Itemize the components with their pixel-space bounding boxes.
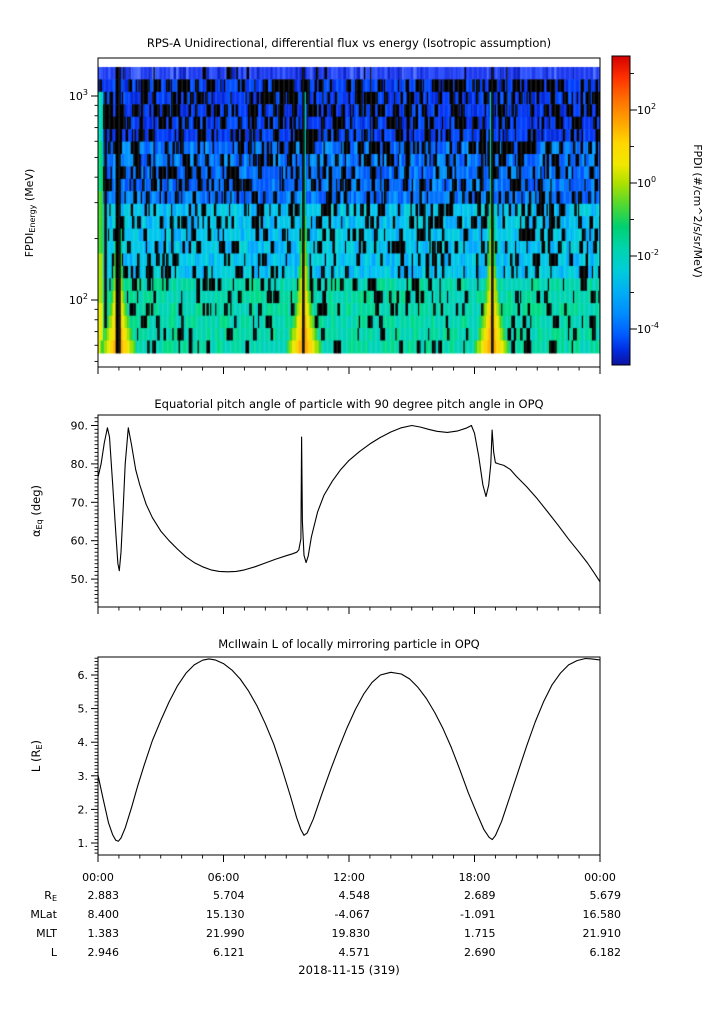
footer-row-label: MLat (30, 908, 57, 921)
footer-value: -4.067 (335, 908, 370, 921)
footer-value: 2.883 (88, 889, 120, 902)
pitch-angle-title: Equatorial pitch angle of particle with … (154, 397, 543, 411)
footer-value: 19.830 (332, 927, 371, 940)
xaxis-time-label: 00:00 (82, 871, 114, 884)
footer-value: 21.990 (206, 927, 245, 940)
mcilwain-l-curve (97, 657, 601, 842)
colorbar-tick-label: 102 (637, 102, 656, 117)
xaxis-time-label: 06:00 (208, 871, 240, 884)
footer-value: 1.715 (464, 927, 496, 940)
pitch-ylabel-subscript: Eq (35, 519, 44, 529)
pitch-ytick-label: 70. (71, 496, 89, 509)
mcilwain-ylabel-units: ) (29, 740, 43, 745)
spectrogram-title: RPS-A Unidirectional, differential flux … (147, 36, 551, 50)
mcilwain-ytick-label: 2. (78, 803, 89, 816)
spectrogram-ylabel: FPDIEnergy (MeV) (23, 169, 37, 258)
colorbar-tick-label: 10-2 (637, 248, 659, 263)
footer-value: 21.910 (583, 927, 622, 940)
xaxis-time-label: 18:00 (459, 871, 491, 884)
mcilwain-ytick-label: 5. (78, 703, 89, 716)
pitch-ytick-label: 80. (71, 458, 89, 471)
date-label: 2018-11-15 (319) (298, 963, 399, 977)
footer-value: 6.182 (590, 946, 622, 959)
footer-value: 5.679 (590, 889, 622, 902)
footer-value: -1.091 (460, 908, 495, 921)
spectrogram-ylabel-units: (MeV) (23, 169, 36, 205)
footer-value: 2.690 (464, 946, 496, 959)
spectrogram-ytick-label: 102 (69, 292, 88, 307)
footer-value: 16.580 (583, 908, 622, 921)
mcilwain-title: McIlwain L of locally mirroring particle… (218, 637, 480, 651)
pitch-ylabel-units: (deg) (29, 485, 43, 519)
flux-spectrogram-heatmap (98, 58, 600, 367)
colorbar-label: FPDI (#/cm^2/s/sr/MeV) (691, 144, 704, 278)
spectrogram-ylabel-subscript: Energy (28, 204, 37, 232)
mcilwain-ytick-label: 1. (78, 837, 89, 850)
footer-value: 5.704 (213, 889, 245, 902)
footer-value: 4.548 (339, 889, 371, 902)
footer-row-label: MLT (36, 927, 57, 940)
pitch-ytick-label: 50. (71, 573, 89, 586)
spectrogram-ylabel-base: FPDI (23, 233, 36, 258)
pitch-ytick-label: 90. (71, 420, 89, 433)
mcilwain-ylabel-subscript: E (35, 744, 44, 749)
pitch-angle-ylabel: αEq (deg) (29, 485, 44, 537)
spectrogram-ytick-label: 103 (69, 88, 88, 103)
generated-plot-elements: 00:00 06:00 12:00 18:00 00:00 102 103 50. 60. 70.… (30, 57, 659, 959)
mcilwain-ytick-label: 4. (78, 736, 89, 749)
pitch-angle-curve (97, 424, 601, 583)
footer-value: 4.571 (339, 946, 371, 959)
footer-value: 15.130 (206, 908, 245, 921)
pitch-ytick-label: 60. (71, 535, 89, 548)
xaxis-time-label: 12:00 (333, 871, 365, 884)
footer-value: 2.946 (88, 946, 120, 959)
pitch-ylabel-alpha: α (29, 529, 43, 537)
mcilwain-ytick-label: 3. (78, 770, 89, 783)
footer-value: 6.121 (213, 946, 245, 959)
footer-value: 1.383 (88, 927, 120, 940)
footer-value: 2.689 (464, 889, 496, 902)
mcilwain-ytick-label: 6. (78, 669, 89, 682)
mcilwain-ylabel-base: L (R (29, 750, 43, 773)
colorbar-tick-label: 100 (637, 175, 656, 190)
footer-row-label: L (51, 946, 58, 959)
colorbar-tick-label: 10-4 (637, 321, 659, 336)
footer-row-label: RE (44, 889, 57, 903)
footer-value: 8.400 (88, 908, 120, 921)
mcilwain-ylabel: L (RE) (29, 740, 44, 772)
colorbar (611, 55, 631, 366)
xaxis-time-label: 00:00 (584, 871, 616, 884)
